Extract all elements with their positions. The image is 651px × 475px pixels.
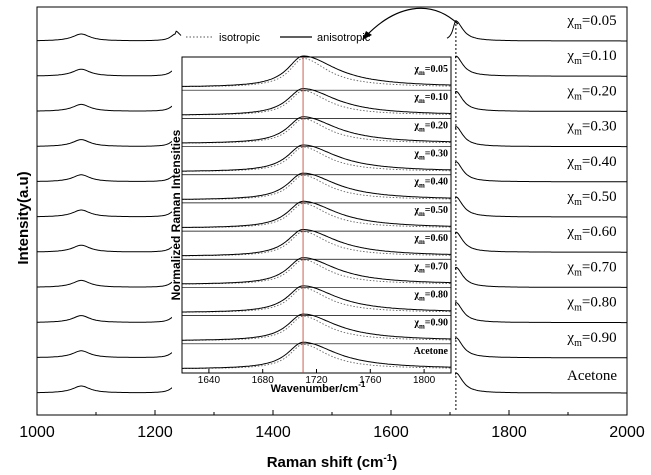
main-spectrum-right [446, 90, 627, 112]
inset-series-label: Acetone [414, 346, 449, 357]
inset-isotropic-spectrum [182, 231, 451, 257]
main-spectrum-right [446, 302, 627, 324]
main-series-label: χm=0.90 [566, 330, 616, 349]
legend-anisotropic-label: anisotropic [317, 32, 371, 44]
inset-anisotropic-spectrum [182, 144, 452, 172]
main-spectrum-left [37, 312, 182, 323]
main-spectrum-left [37, 241, 182, 253]
inset-x-tick-label: 1760 [359, 375, 382, 386]
inset-series-labels: χm=0.05 χm=0.10 χm=0.20 χm=0.30 χm=0.40 χm=0.… [413, 64, 448, 357]
main-y-axis-label: Intensity(a.u) [15, 171, 32, 264]
main-x-tick-labels: 1000 1200 1400 1600 1800 2000 [19, 424, 645, 441]
inset-y-axis-label: Normalized Raman Intensities [169, 129, 183, 300]
main-series-label: χm=0.20 [566, 83, 616, 102]
inset-series-label: χm=0.80 [413, 289, 448, 302]
main-spectrum-right [446, 372, 627, 394]
main-spectrum-left [37, 347, 182, 358]
inset-isotropic-spectrum [182, 174, 452, 200]
inset-anisotropic-spectrum [182, 341, 451, 369]
main-spectrum-left [37, 171, 182, 182]
main-x-tick-label: 1200 [137, 424, 173, 441]
main-spectrum-right [446, 126, 627, 148]
main-series-label: χm=0.60 [566, 224, 616, 243]
inset-x-ticks [208, 369, 425, 373]
main-spectrum-left [37, 276, 182, 288]
main-series-label: χm=0.05 [566, 13, 616, 32]
inset-isotropic-spectrum [182, 315, 451, 341]
main-x-tick-label: 1800 [491, 424, 527, 441]
main-spectrum-right [446, 196, 627, 218]
main-spectrum-right [446, 20, 627, 42]
inset-anisotropic-spectrum [182, 285, 451, 313]
inset-isotropic-spectrum [182, 259, 451, 285]
main-x-axis-label: Raman shift (cm-1) [267, 453, 398, 471]
inset-isotropic-spectrum [182, 58, 451, 88]
inset-series-label: χm=0.60 [413, 233, 448, 246]
main-x-ticks [36, 410, 628, 415]
main-spectrum-right [446, 337, 627, 359]
inset-anisotropic-spectrum [181, 200, 451, 228]
main-spectrum-right [446, 55, 627, 77]
inset-x-tick-label: 1800 [413, 375, 436, 386]
main-spectrum-right [446, 231, 627, 253]
inset-x-axis-label: Wavenumber/cm-1 [271, 380, 366, 395]
zoom-arrow-head [362, 31, 372, 40]
inset-legend: isotropic anisotropic [186, 32, 371, 44]
inset-series-label: χm=0.50 [413, 205, 448, 218]
main-series-label: χm=0.40 [566, 154, 616, 173]
inset-series-label: χm=0.30 [413, 149, 448, 162]
inset-isotropic-spectrum [182, 118, 451, 144]
inset-x-tick-label: 1720 [305, 375, 328, 386]
inset-background [172, 50, 455, 393]
inset-x-tick-labels: 1640 1680 1720 1760 1800 [198, 375, 436, 386]
main-series-label: χm=0.80 [566, 295, 616, 314]
inset-anisotropic-spectrum [182, 229, 451, 257]
inset-isotropic-spectrum [182, 90, 451, 116]
inset-series-label: χm=0.90 [413, 318, 448, 331]
inset-isotropic-spectrum [182, 343, 452, 370]
inset-series-label: χm=0.10 [413, 92, 448, 105]
main-spectrum-left [37, 30, 182, 42]
inset-x-tick-label: 1640 [198, 375, 221, 386]
inset-anisotropic-spectrum [182, 257, 451, 285]
inset-series-label: χm=0.05 [413, 64, 448, 77]
main-x-tick-label: 1000 [19, 424, 55, 441]
inset-series-label: χm=0.40 [413, 177, 448, 190]
main-spectrum-left [37, 206, 182, 218]
main-spectrum-right [446, 266, 627, 288]
inset-x-tick-label: 1680 [252, 375, 275, 386]
zoom-arrow [365, 7, 459, 37]
main-spectrum-left [37, 382, 182, 394]
main-spectrum-left [37, 65, 182, 77]
main-series-label: χm=0.30 [566, 119, 616, 138]
inset-anisotropic-spectrum [182, 116, 451, 144]
main-spectrum-left [37, 136, 182, 147]
inset-anisotropic-spectrum [182, 55, 451, 87]
inset-anisotropic-spectrum [182, 88, 451, 116]
inset-isotropic-spectrum [182, 146, 451, 172]
main-series-label: χm=0.10 [566, 48, 616, 67]
main-series-label: χm=0.50 [566, 189, 616, 208]
main-series-label: χm=0.70 [566, 259, 616, 278]
legend-isotropic-label: isotropic [219, 32, 260, 44]
inset-anisotropic-spectrum [182, 172, 452, 200]
main-series-labels: χm=0.05 χm=0.10 χm=0.20 χm=0.30 χm=0.40 χm=0.… [566, 13, 617, 384]
inset-isotropic-spectrum [182, 287, 451, 313]
main-series-label: Acetone [567, 368, 617, 384]
inset-anisotropic-spectrum [182, 313, 452, 341]
inset-spectra-group [181, 55, 452, 370]
main-spectrum-left [37, 100, 182, 112]
inset-series-label: χm=0.70 [413, 261, 448, 274]
inset-plot: 1640 1680 1720 1760 1800 χm=0.05χm=0.10χm=0.… [169, 32, 455, 395]
main-x-tick-label: 1400 [255, 424, 291, 441]
main-spectrum-right [446, 161, 627, 183]
main-x-tick-label: 1600 [373, 424, 409, 441]
inset-isotropic-spectrum [182, 203, 451, 229]
main-x-tick-label: 2000 [609, 424, 645, 441]
inset-series-label: χm=0.20 [413, 120, 448, 133]
main-spectra-group [37, 20, 627, 394]
